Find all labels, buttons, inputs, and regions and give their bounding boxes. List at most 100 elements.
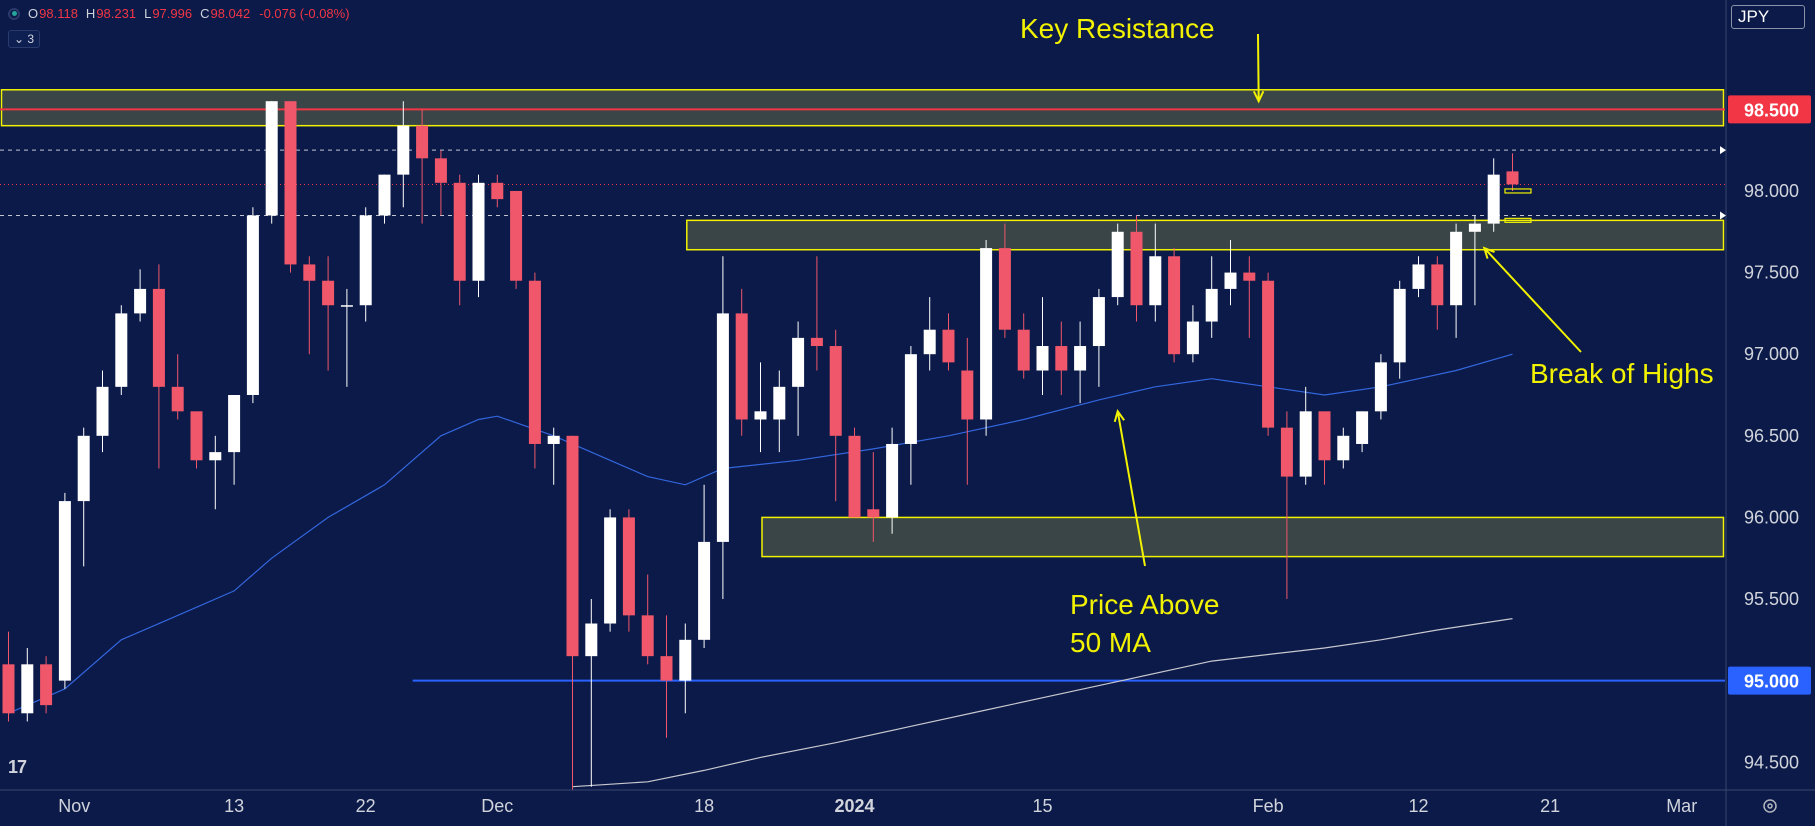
- currency-selector-button[interactable]: JPY: [1731, 5, 1805, 29]
- ohlc-close-value: 98.042: [210, 6, 251, 21]
- candle: [434, 150, 447, 216]
- candle: [397, 101, 410, 208]
- candle-body: [1337, 435, 1350, 461]
- candle-body: [1393, 288, 1406, 363]
- candle-body: [322, 280, 335, 306]
- candle-body: [397, 125, 410, 175]
- candle: [2, 631, 15, 722]
- ohlc-low-value: 97.996: [152, 6, 193, 21]
- candle: [1487, 158, 1500, 232]
- ohlc-low: L97.996: [144, 6, 192, 21]
- candle-body: [1431, 264, 1444, 306]
- candle-body: [2, 664, 15, 714]
- price-label-badge-text: 95.000: [1744, 672, 1799, 692]
- candle-body: [1506, 171, 1519, 185]
- candle: [265, 101, 278, 224]
- candle-body: [58, 501, 71, 681]
- candle: [1262, 272, 1275, 436]
- candle-body: [416, 125, 429, 159]
- candle: [1111, 223, 1124, 306]
- candle: [115, 305, 128, 395]
- candle-body: [21, 664, 34, 714]
- candle: [1318, 411, 1331, 485]
- price-label-badge-text: 98.500: [1744, 100, 1799, 120]
- candle: [1017, 313, 1030, 379]
- candle: [528, 272, 541, 469]
- symbol-status-icon[interactable]: [8, 7, 20, 20]
- candle: [792, 321, 805, 436]
- time-tick-label: 18: [694, 796, 714, 816]
- candle-body: [209, 452, 222, 461]
- candle-body: [792, 337, 805, 387]
- candle: [1412, 256, 1425, 298]
- candle: [1168, 248, 1181, 363]
- candle: [1074, 321, 1087, 404]
- candle: [491, 174, 504, 208]
- annotation-text: Key Resistance: [1020, 13, 1215, 44]
- candle: [1393, 280, 1406, 379]
- candle-body: [472, 182, 485, 281]
- time-tick-label: 21: [1540, 796, 1560, 816]
- price-axis-background: [1726, 0, 1815, 790]
- candle: [1450, 223, 1463, 338]
- time-tick-label: Mar: [1666, 796, 1697, 816]
- indicator-toggle-button[interactable]: ⌄ 3: [8, 30, 41, 48]
- candle-body: [829, 346, 842, 436]
- price-marker-box: [1504, 188, 1532, 194]
- candle-body: [942, 329, 955, 363]
- candle-body: [510, 190, 523, 281]
- candle: [604, 509, 617, 632]
- line-end-marker-icon: [1720, 211, 1726, 220]
- settings-gear-icon[interactable]: [1759, 795, 1781, 817]
- annotation-line: 50 MA: [1070, 627, 1151, 658]
- candle-body: [585, 623, 598, 657]
- candle-body: [1055, 346, 1068, 371]
- candle-body: [547, 435, 560, 444]
- candle: [359, 207, 372, 322]
- plot-area: Key Resistance Break of Highs Price Above 5…: [0, 13, 1725, 795]
- candle: [904, 346, 917, 485]
- candle: [566, 435, 579, 795]
- ohlc-high-key: H: [85, 6, 96, 21]
- candle-body: [1280, 427, 1293, 477]
- annotation-text: Price Above 50 MA: [1070, 589, 1219, 658]
- candle: [1356, 411, 1369, 453]
- candle: [1299, 386, 1312, 485]
- candle: [754, 362, 767, 453]
- candle-body: [1224, 272, 1237, 289]
- candle: [641, 574, 654, 665]
- candle: [453, 174, 466, 306]
- time-axis: Nov 13 22 Dec 18 2024 15 Feb 12 21 Mar: [0, 789, 1815, 826]
- candle-body: [115, 313, 128, 387]
- chevron-down-icon: ⌄: [14, 32, 25, 46]
- candle-body: [1374, 362, 1387, 412]
- time-tick-label: Nov: [58, 796, 90, 816]
- ohlc-legend: O98.118 H98.231 L97.996 C98.042 -0.076 (…: [8, 6, 350, 21]
- candle: [1468, 215, 1481, 306]
- candle-body: [284, 101, 297, 265]
- ohlc-close-key: C: [200, 6, 210, 21]
- ohlc-low-key: L: [144, 6, 152, 21]
- ohlc-high: H98.231: [86, 6, 136, 21]
- candle: [96, 370, 109, 453]
- price-axis: 94.500 95.000 95.500 96.000 96.500 97.000 97.5…: [1720, 0, 1815, 826]
- candle: [867, 452, 880, 542]
- ohlc-high-value: 98.231: [96, 6, 137, 21]
- arrow-head-icon: [1113, 409, 1125, 423]
- candle: [998, 223, 1011, 338]
- price-zone: [761, 516, 1725, 558]
- candle: [416, 109, 429, 224]
- candle: [622, 509, 635, 632]
- tradingview-logo-icon[interactable]: 17: [8, 757, 27, 777]
- candle-body: [716, 313, 729, 542]
- candle-body: [265, 101, 278, 216]
- candle: [1243, 256, 1256, 338]
- candle: [1130, 215, 1143, 322]
- candle-body: [1168, 256, 1181, 355]
- price-tick-label: 96.500: [1744, 426, 1799, 446]
- candle-body: [190, 411, 203, 461]
- time-tick-label: 15: [1032, 796, 1052, 816]
- candle: [510, 190, 523, 289]
